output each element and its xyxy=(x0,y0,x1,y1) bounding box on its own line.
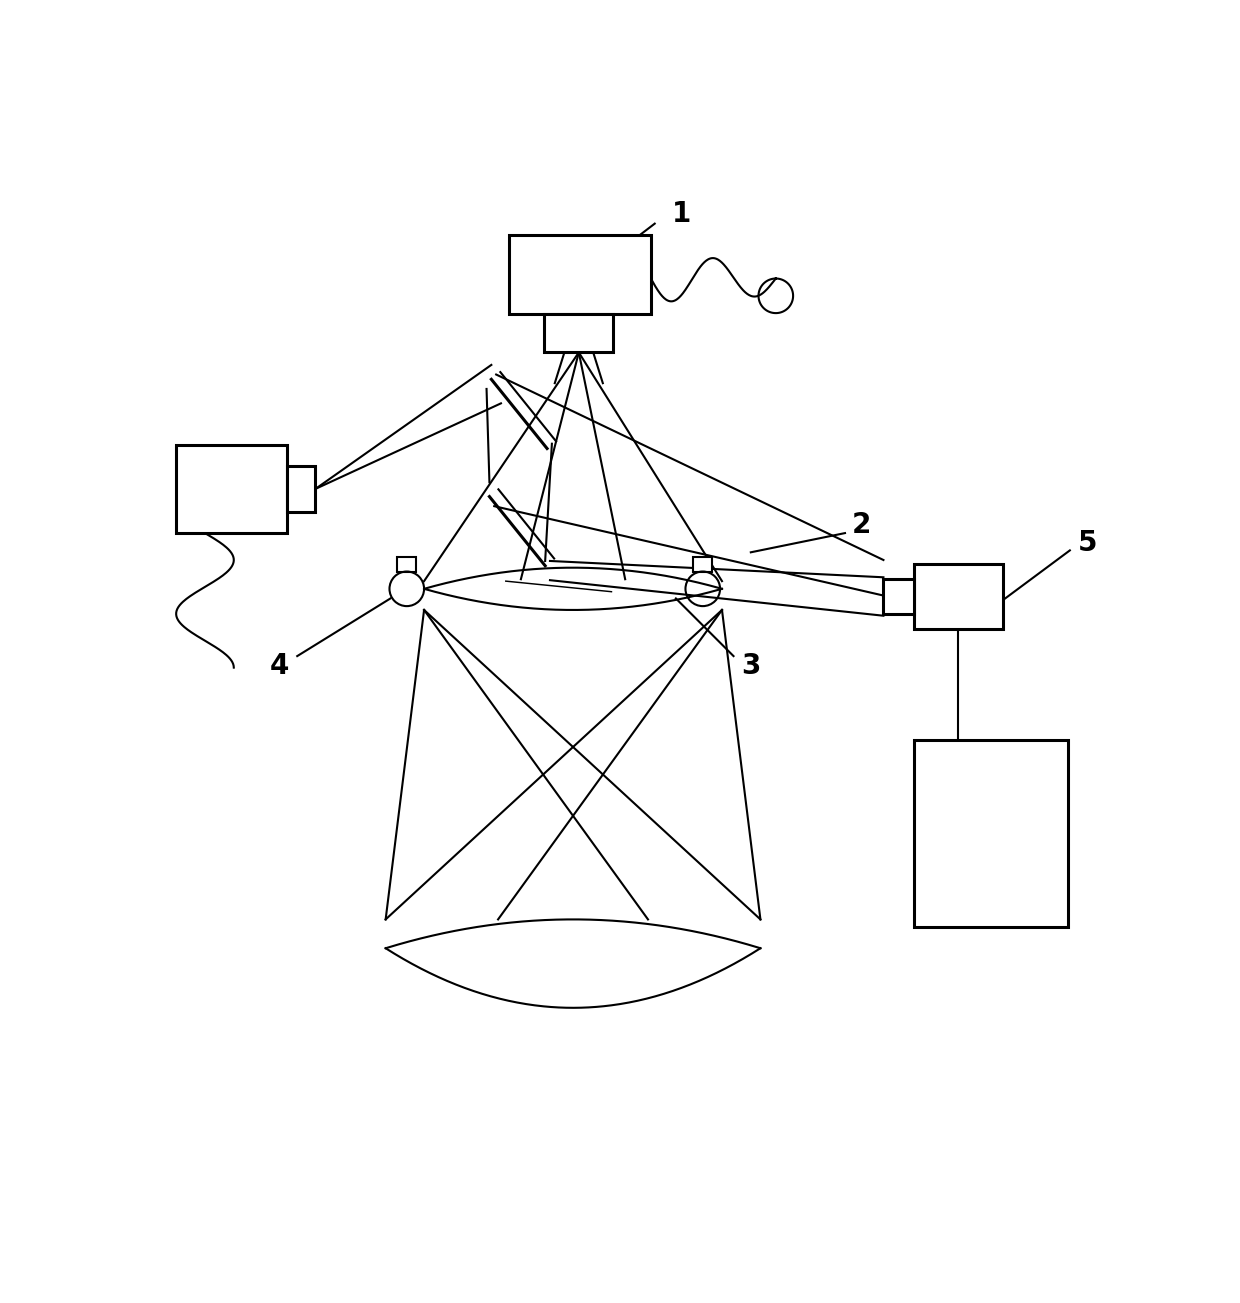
Bar xyxy=(544,314,614,352)
Bar xyxy=(286,465,315,512)
Text: 1: 1 xyxy=(672,201,691,228)
Text: 4: 4 xyxy=(270,652,290,680)
Text: 2: 2 xyxy=(852,511,870,539)
Bar xyxy=(883,580,914,614)
Bar xyxy=(693,558,712,572)
Bar xyxy=(508,235,651,314)
Text: 3: 3 xyxy=(742,652,760,680)
Bar xyxy=(397,558,417,572)
Bar xyxy=(914,564,1003,629)
Bar xyxy=(176,444,286,533)
Text: 5: 5 xyxy=(1078,529,1097,556)
Bar xyxy=(914,740,1068,928)
